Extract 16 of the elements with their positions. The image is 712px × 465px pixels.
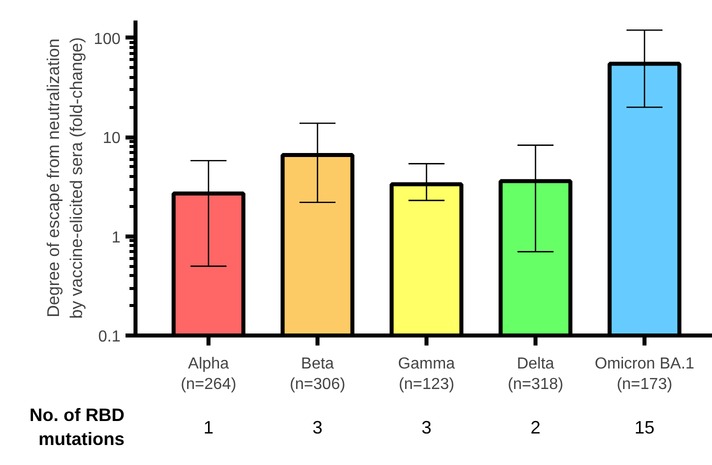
y-axis-title: Degree of escape from neutralization by vaccine-elicited sera (fold-change) bbox=[44, 37, 86, 319]
x-tick-label: Beta (n=306) bbox=[290, 356, 346, 393]
x-tick-label: Omicron BA.1 (n=173) bbox=[594, 356, 694, 393]
text: 1 bbox=[203, 418, 214, 438]
text: 15 bbox=[634, 418, 655, 438]
text: 3 bbox=[421, 418, 432, 438]
x-tick-label: Delta (n=318) bbox=[508, 356, 564, 393]
text: 3 bbox=[312, 418, 323, 438]
y-tick-label: 0.1 bbox=[98, 328, 121, 346]
y-tick-label: 10 bbox=[102, 130, 121, 148]
y-tick-label: 1 bbox=[112, 229, 121, 246]
text: No. of RBD mutations bbox=[30, 405, 125, 449]
x-tick-label: Alpha (n=264) bbox=[180, 356, 236, 393]
text: 2 bbox=[530, 418, 541, 438]
x-tick-label: Gamma (n=123) bbox=[398, 356, 456, 393]
y-tick-label: 100 bbox=[94, 30, 121, 48]
